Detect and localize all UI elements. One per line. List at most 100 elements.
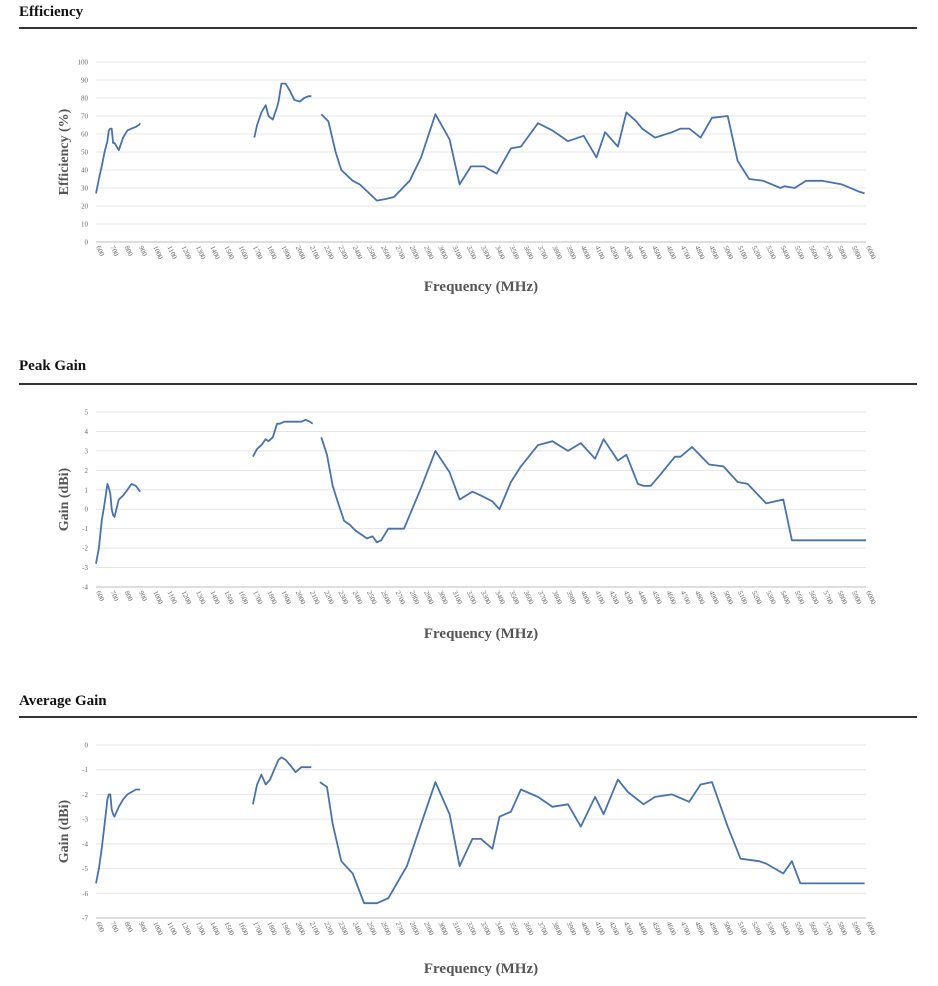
x-tick-label: 1800 — [265, 920, 278, 937]
x-tick-label: 1000 — [151, 920, 164, 937]
x-tick-label: 4200 — [608, 920, 621, 937]
series-line-0 — [95, 788, 141, 884]
y-tick-label: -3 — [82, 816, 88, 824]
x-tick-label: 5900 — [850, 920, 863, 937]
y-tick-label: -4 — [82, 840, 88, 848]
y-tick-label: 80 — [81, 95, 89, 103]
y-tick-label: -3 — [82, 564, 88, 572]
x-tick-label: 6000 — [864, 920, 877, 937]
series-line-2 — [320, 437, 866, 544]
x-tick-label: 3000 — [436, 920, 449, 937]
series-line-2 — [319, 778, 865, 905]
title-rule — [19, 27, 917, 29]
x-tick-label: 3700 — [536, 920, 549, 937]
x-axis-title: Frequency (MHz) — [424, 961, 538, 977]
x-axis-title: Frequency (MHz) — [424, 626, 538, 642]
y-tick-label: 60 — [81, 131, 89, 139]
peak-gain-section: Peak Gain -4 -3 -2 -1 0 1 2 3 4 5 600 700 800 900 1000… — [0, 0, 938, 642]
x-tick-label: 700 — [108, 920, 120, 933]
x-tick-label: 600 — [94, 244, 106, 257]
x-tick-label: 5700 — [821, 920, 834, 937]
x-tick-label: 1200 — [180, 920, 193, 937]
x-tick-label: 900 — [137, 589, 149, 602]
x-tick-label: 2200 — [322, 920, 335, 937]
section-title: Efficiency — [19, 4, 84, 20]
y-tick-label: 1 — [85, 486, 89, 494]
series-line-1 — [253, 82, 312, 138]
x-tick-label: 4400 — [636, 920, 649, 937]
x-tick-label: 2000 — [294, 920, 307, 937]
x-tick-label: 3200 — [465, 920, 478, 937]
x-axis-title: Frequency (MHz) — [424, 279, 538, 295]
y-tick-label: -2 — [82, 791, 88, 799]
title-rule — [19, 716, 917, 718]
x-tick-label: 1900 — [280, 920, 293, 937]
x-tick-label: 5400 — [779, 920, 792, 937]
x-tick-label: 5000 — [722, 920, 735, 937]
x-tick-label: 5300 — [764, 920, 777, 937]
y-tick-label: 40 — [81, 167, 89, 175]
x-tick-label: 1700 — [251, 920, 264, 937]
y-tick-label: 100 — [78, 59, 89, 67]
series-line-1 — [252, 756, 312, 805]
y-tick-label: 0 — [85, 506, 89, 514]
x-tick-label: 800 — [123, 244, 135, 257]
x-tick-label: 4900 — [707, 920, 720, 937]
y-tick-label: 10 — [81, 221, 89, 229]
y-axis-title: Gain (dBi) — [57, 799, 72, 863]
x-tick-label: 1500 — [223, 920, 236, 937]
y-tick-label: -1 — [82, 766, 88, 774]
x-tick-label: 2600 — [379, 920, 392, 937]
y-tick-label: -6 — [82, 890, 88, 898]
y-tick-label: 20 — [81, 203, 89, 211]
x-tick-label: 800 — [123, 589, 135, 602]
x-tick-label: 2400 — [351, 920, 364, 937]
section-title: Peak Gain — [19, 358, 87, 374]
y-tick-label: 30 — [81, 185, 89, 193]
y-tick-label: 5 — [85, 409, 89, 417]
x-tick-label: 4300 — [622, 920, 635, 937]
x-tick-label: 2700 — [394, 920, 407, 937]
x-tick-label: 3500 — [508, 920, 521, 937]
series-line-0 — [95, 122, 141, 194]
y-tick-label: -7 — [82, 915, 88, 923]
title-rule — [19, 383, 917, 385]
x-tick-label: 1600 — [237, 920, 250, 937]
series-line-1 — [252, 418, 314, 458]
y-tick-label: -4 — [82, 584, 88, 592]
x-tick-label: 3600 — [522, 920, 535, 937]
x-tick-label: 3100 — [451, 920, 464, 937]
efficiency-section: Efficiency 0 10 20 30 40 50 60 70 80 90 100 600 700 8… — [0, 0, 938, 320]
y-tick-label: 0 — [85, 742, 89, 750]
x-tick-label: 2500 — [365, 920, 378, 937]
y-tick-label: 70 — [81, 113, 89, 121]
section-title: Average Gain — [19, 693, 107, 709]
y-tick-label: 0 — [85, 239, 89, 247]
x-tick-label: 4800 — [693, 920, 706, 937]
x-tick-label: 4500 — [650, 920, 663, 937]
x-tick-label: 4000 — [579, 920, 592, 937]
x-tick-label: 800 — [123, 920, 135, 933]
x-tick-label: 1300 — [194, 920, 207, 937]
y-tick-label: -5 — [82, 865, 88, 873]
x-tick-label: 900 — [137, 920, 149, 933]
x-tick-label: 5600 — [807, 920, 820, 937]
x-tick-label: 3300 — [479, 920, 492, 937]
y-tick-label: 4 — [85, 428, 89, 436]
x-tick-label: 1400 — [208, 920, 221, 937]
x-tick-label: 700 — [108, 244, 120, 257]
y-tick-label: -2 — [82, 545, 88, 553]
x-tick-label: 4700 — [679, 920, 692, 937]
x-tick-label: 600 — [94, 920, 106, 933]
y-axis-title: Gain (dBi) — [57, 467, 72, 531]
x-tick-label: 3800 — [550, 920, 563, 937]
x-tick-label: 1100 — [165, 920, 178, 936]
y-tick-label: -1 — [82, 525, 88, 533]
x-tick-label: 700 — [108, 589, 120, 602]
x-tick-label: 5200 — [750, 920, 763, 937]
y-tick-label: 50 — [81, 149, 89, 157]
y-axis-title: Efficiency (%) — [57, 108, 72, 195]
